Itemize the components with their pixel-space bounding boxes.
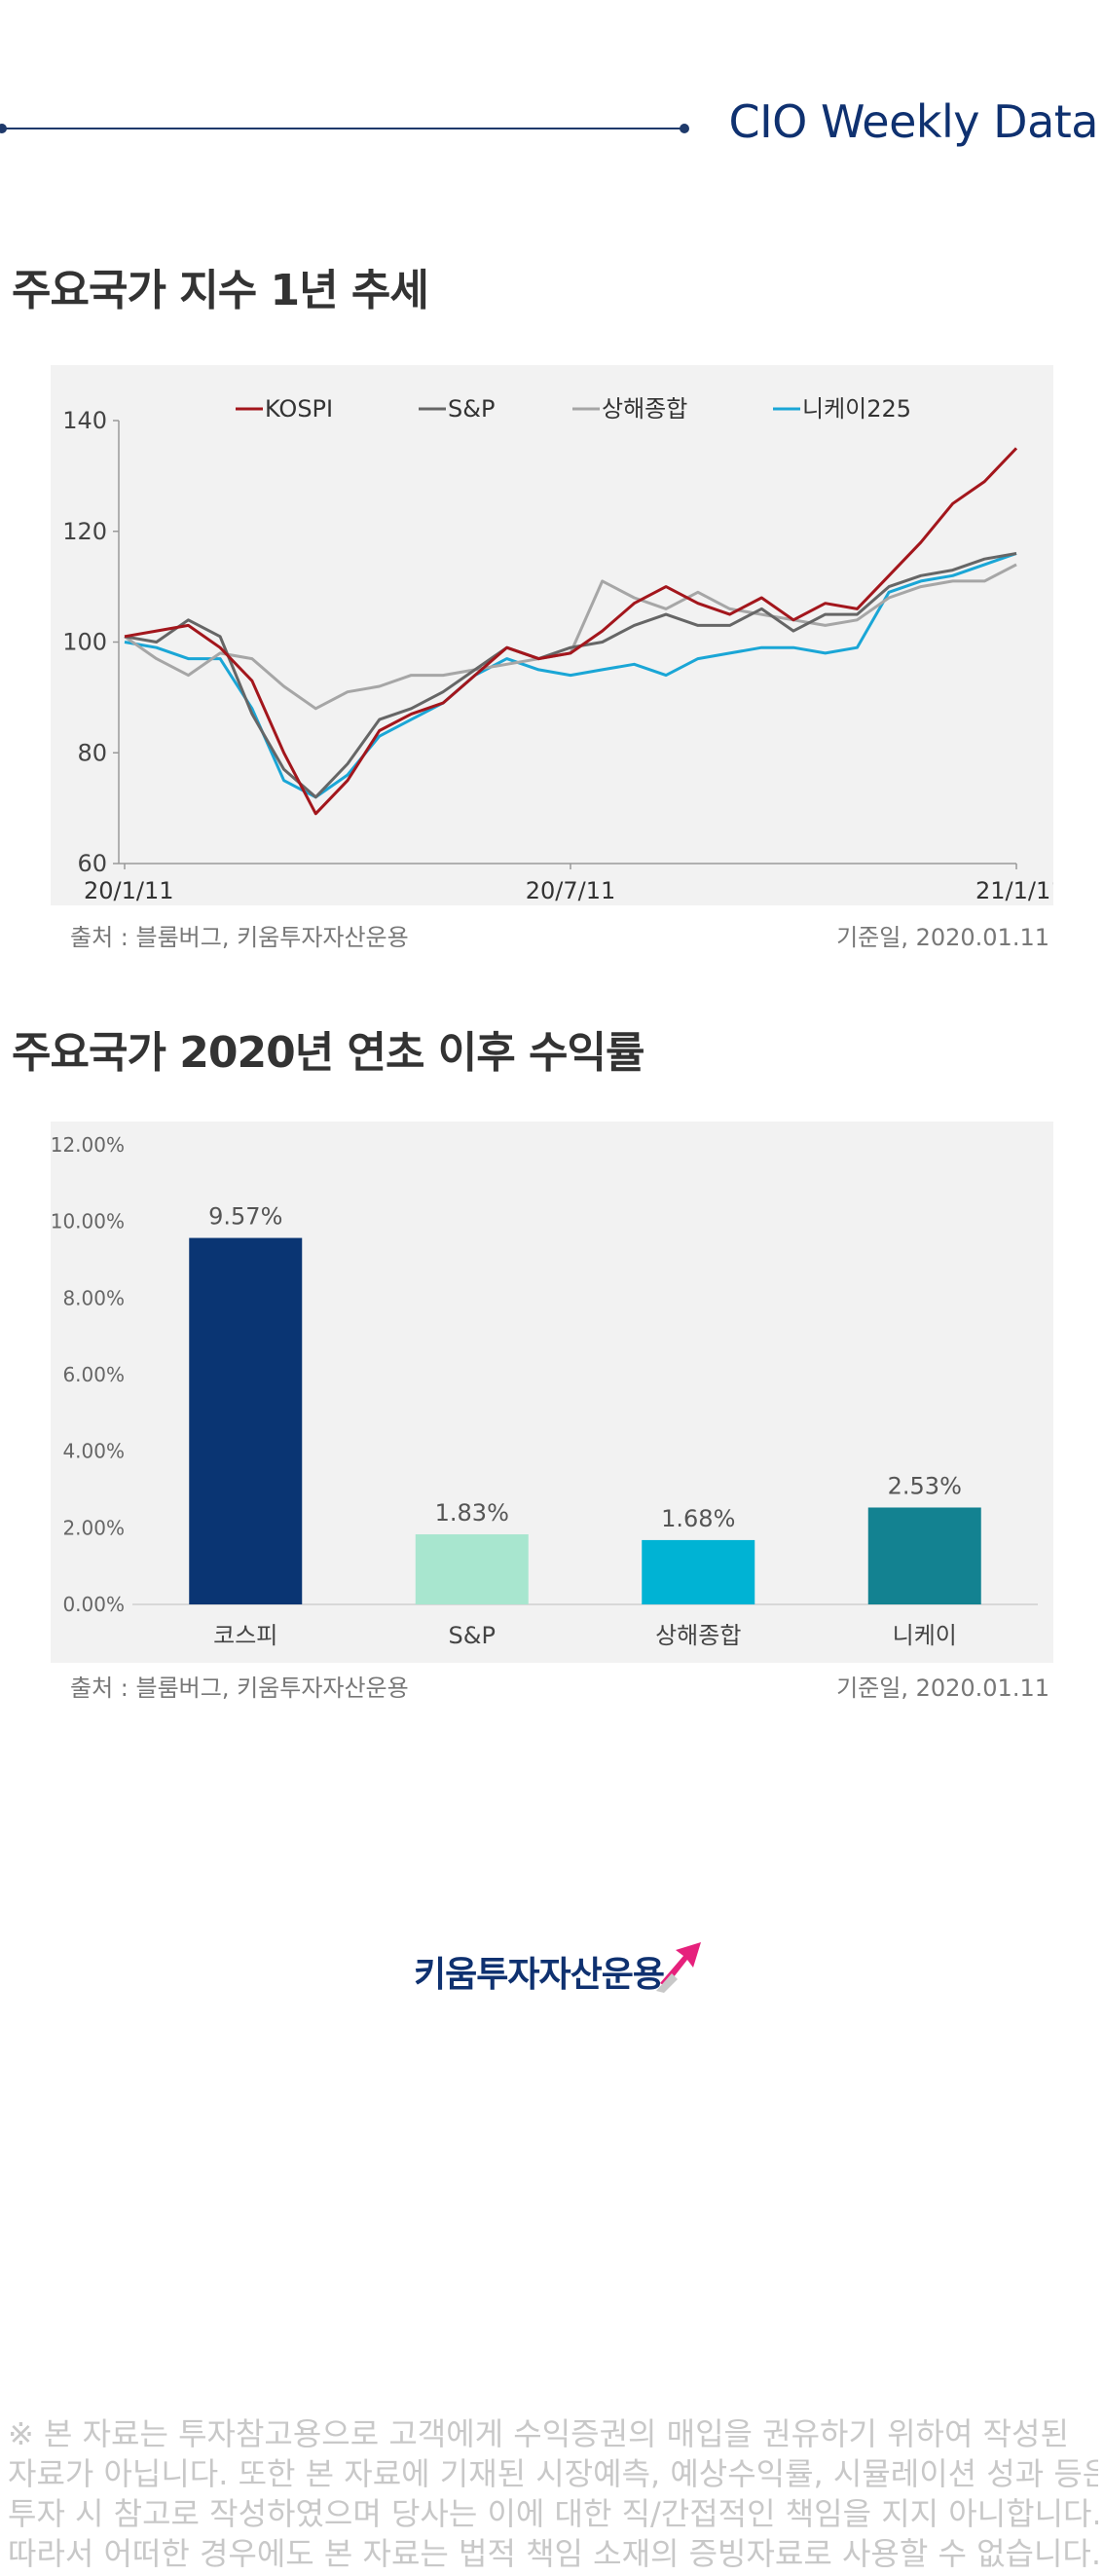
series-line xyxy=(124,563,1017,711)
legend-label: S&P xyxy=(448,395,495,423)
category-label: 코스피 xyxy=(213,1622,277,1649)
y-tick-label: 0.00% xyxy=(62,1593,125,1616)
series-line xyxy=(124,447,1018,816)
category-label: 상해종합 xyxy=(655,1622,741,1649)
series-line xyxy=(124,552,1017,799)
y-tick-label: 60 xyxy=(77,850,107,877)
category-label: 니케이 xyxy=(893,1622,957,1649)
logo-text: 키움투자자산운용 xyxy=(414,1955,665,1995)
bar-chart-panel: 0.00% 2.00% 4.00% 6.00% 8.00% 10.00% 12.00% 9.5… xyxy=(51,1122,1053,1663)
logo-arrow-icon xyxy=(656,1942,701,1993)
data-label: 1.68% xyxy=(661,1505,735,1532)
section2-source: 출처 : 블룸버그, 키움투자자산운용 xyxy=(70,1674,409,1702)
legend-label: 상해종합 xyxy=(602,395,687,423)
section1-date: 기준일, 2020.01.11 xyxy=(836,924,1049,951)
data-label: 1.83% xyxy=(435,1499,509,1527)
line-chart: 60 80 100 120 140 20/1/11 20/7/11 21/1/11 KOSPI S… xyxy=(62,395,1065,904)
header-dot-right xyxy=(680,124,689,133)
y-tick-label: 120 xyxy=(62,518,107,545)
bar xyxy=(867,1507,981,1604)
bar-chart: 0.00% 2.00% 4.00% 6.00% 8.00% 10.00% 12.00% 9.5… xyxy=(51,1133,1038,1649)
y-tick-label: 4.00% xyxy=(62,1440,125,1463)
disclaimer-line: 투자 시 참고로 작성하였으며 당사는 이에 대한 직/간접적인 책임을 지지 … xyxy=(8,2495,1098,2532)
legend-label: 니케이225 xyxy=(802,395,911,423)
legend-label: KOSPI xyxy=(265,395,333,423)
section2-title: 주요국가 2020년 연초 이후 수익률 xyxy=(12,1028,644,1078)
y-tick-label: 6.00% xyxy=(62,1363,125,1386)
bar xyxy=(642,1539,755,1604)
x-tick-label: 21/1/11 xyxy=(975,877,1053,904)
series-line xyxy=(124,552,1017,799)
y-tick-label: 140 xyxy=(62,407,107,434)
section1-title: 주요국가 지수 1년 추세 xyxy=(12,266,429,315)
company-logo: 키움투자자산운용 xyxy=(414,1942,701,2001)
x-tick-label: 20/7/11 xyxy=(526,877,616,904)
y-tick-label: 2.00% xyxy=(62,1516,125,1539)
data-label: 9.57% xyxy=(208,1203,282,1231)
disclaimer-line: ※ 본 자료는 투자참고용으로 고객에게 수익증권의 매입을 권유하기 위하여 … xyxy=(8,2415,1069,2452)
y-tick-label: 12.00% xyxy=(51,1133,125,1157)
y-tick-label: 10.00% xyxy=(51,1210,125,1233)
header-title: CIO Weekly Data xyxy=(728,95,1098,148)
y-tick-label: 80 xyxy=(77,739,107,766)
bar xyxy=(189,1237,303,1604)
disclaimer: ※ 본 자료는 투자참고용으로 고객에게 수익증권의 매입을 권유하기 위하여 … xyxy=(8,2414,1098,2574)
y-tick-label: 100 xyxy=(62,629,107,656)
header-rule xyxy=(0,128,684,129)
category-label: S&P xyxy=(449,1622,496,1649)
line-chart-panel: 60 80 100 120 140 20/1/11 20/7/11 21/1/11 KOSPI S… xyxy=(51,365,1066,905)
disclaimer-line: 자료가 아닙니다. 또한 본 자료에 기재된 시장예측, 예상수익률, 시뮬레이… xyxy=(8,2455,1098,2492)
data-label: 2.53% xyxy=(888,1472,962,1499)
y-tick-label: 8.00% xyxy=(62,1286,125,1309)
section1-source: 출처 : 블룸버그, 키움투자자산운용 xyxy=(70,924,409,951)
bar xyxy=(415,1534,529,1604)
x-tick-label: 20/1/11 xyxy=(84,877,174,904)
disclaimer-line: 따라서 어떠한 경우에도 본 자료는 법적 책임 소재의 증빙자료로 사용할 수… xyxy=(8,2535,1098,2572)
section2-date: 기준일, 2020.01.11 xyxy=(836,1674,1049,1702)
